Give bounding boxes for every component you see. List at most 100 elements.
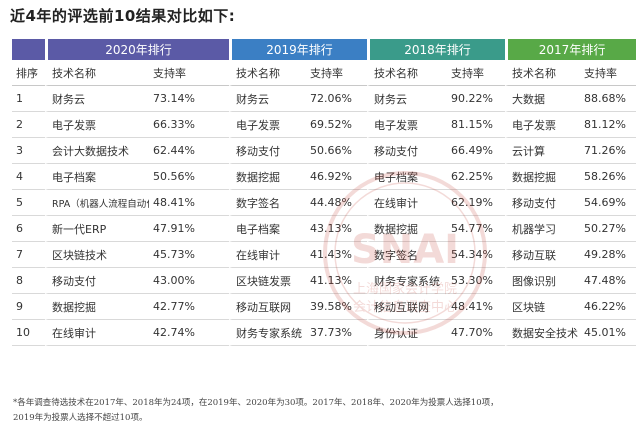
table-row: 10 在线审计 42.74% 财务专家系统 37.73% 身份认证 47.70% 数据安全技术… — [12, 320, 637, 346]
page-title: 近4年的评选前10结果对比如下: — [10, 7, 236, 25]
support-rate-cell-2020: 42.77% — [149, 294, 230, 320]
support-rate-cell-2018: 47.70% — [447, 320, 506, 346]
tech-name-cell-2020: 会计大数据技术 — [45, 138, 149, 164]
support-rate-cell-2018: 53.30% — [447, 268, 506, 294]
support-rate-cell-2017: 81.12% — [580, 112, 637, 138]
tech-name-cell-2017: 机器学习 — [505, 216, 581, 242]
tech-column-header-2017: 技术名称 — [505, 60, 581, 86]
rate-column-header-2020: 支持率 — [149, 60, 230, 86]
tech-column-header-2018: 技术名称 — [367, 60, 448, 86]
tech-name-cell-2018: 数字签名 — [367, 242, 448, 268]
group-2018-header: 2018年排行 — [367, 39, 506, 60]
tech-name-cell-2019: 财务专家系统 — [229, 320, 307, 346]
rank-cell: 6 — [12, 216, 45, 242]
table-row: 4 电子档案 50.56% 数据挖掘 46.92% 电子档案 62.25% 数据挖掘 58.26… — [12, 164, 637, 190]
support-rate-cell-2019: 50.66% — [306, 138, 368, 164]
support-rate-cell-2017: 49.28% — [580, 242, 637, 268]
tech-name-cell-2019: 财务云 — [229, 86, 307, 112]
support-rate-cell-2020: 73.14% — [149, 86, 230, 112]
group-2017-header: 2017年排行 — [505, 39, 637, 60]
tech-name-cell-2019: 数字签名 — [229, 190, 307, 216]
support-rate-cell-2017: 45.01% — [580, 320, 637, 346]
tech-name-cell-2019: 移动支付 — [229, 138, 307, 164]
tech-name-cell-2018: 电子档案 — [367, 164, 448, 190]
support-rate-cell-2017: 46.22% — [580, 294, 637, 320]
tech-name-cell-2018: 财务专家系统 — [367, 268, 448, 294]
group-2019-header: 2019年排行 — [229, 39, 368, 60]
table-row: 5RPA（机器人流程自动化）48.41%数字签名44.48%在线审计62.19%… — [12, 190, 637, 216]
support-rate-cell-2020: 66.33% — [149, 112, 230, 138]
tech-column-header-2020: 技术名称 — [45, 60, 149, 86]
tech-name-cell-2018: 移动支付 — [367, 138, 448, 164]
support-rate-cell-2020: 43.00% — [149, 268, 230, 294]
table-row: 3 会计大数据技术 62.44% 移动支付 50.66% 移动支付 66.49% 云计算 71.… — [12, 138, 637, 164]
tech-name-cell-2019: 在线审计 — [229, 242, 307, 268]
rate-column-header-2019: 支持率 — [306, 60, 368, 86]
support-rate-cell-2020: 45.73% — [149, 242, 230, 268]
rank-cell: 4 — [12, 164, 45, 190]
tech-name-cell-2017: 数据挖掘 — [505, 164, 581, 190]
support-rate-cell-2017: 47.48% — [580, 268, 637, 294]
tech-name-cell-2017: 移动支付 — [505, 190, 581, 216]
support-rate-cell-2017: 50.27% — [580, 216, 637, 242]
tech-name-cell-2017: 云计算 — [505, 138, 581, 164]
support-rate-cell-2018: 81.15% — [447, 112, 506, 138]
support-rate-cell-2020: 42.74% — [149, 320, 230, 346]
tech-name-cell-2018: 在线审计 — [367, 190, 448, 216]
support-rate-cell-2020: 47.91% — [149, 216, 230, 242]
column-header-row: 排序 技术名称 支持率 技术名称 支持率 技术名称 支持率 技术名称 支持率 — [12, 60, 637, 86]
tech-name-cell-2018: 财务云 — [367, 86, 448, 112]
support-rate-cell-2019: 41.43% — [306, 242, 368, 268]
table-row: 8 移动支付 43.00% 区块链发票 41.13% 财务专家系统 53.30% 图像识别 47… — [12, 268, 637, 294]
rate-column-header-2017: 支持率 — [580, 60, 637, 86]
support-rate-cell-2019: 69.52% — [306, 112, 368, 138]
tech-name-cell-2017: 区块链 — [505, 294, 581, 320]
table-row: 6 新一代ERP 47.91% 电子档案 43.13% 数据挖掘 54.77% 机器学习 50.… — [12, 216, 637, 242]
support-rate-cell-2019: 37.73% — [306, 320, 368, 346]
tech-name-cell-2019: 移动互联网 — [229, 294, 307, 320]
ranking-table-body: 1 财务云 73.14% 财务云 72.06% 财务云 90.22% 大数据 88.68% 2 电子… — [12, 86, 637, 346]
rank-column-header: 排序 — [12, 60, 45, 86]
tech-column-header-2019: 技术名称 — [229, 60, 307, 86]
tech-name-cell-2017: 图像识别 — [505, 268, 581, 294]
rank-cell: 2 — [12, 112, 45, 138]
tech-name-cell-2018: 数据挖掘 — [367, 216, 448, 242]
tech-name-cell-2019: 电子档案 — [229, 216, 307, 242]
tech-name-cell-2017: 数据安全技术 — [505, 320, 581, 346]
support-rate-cell-2019: 39.58% — [306, 294, 368, 320]
footnote: *各年调查待选技术在2017年、2018年为24项，在2019年、2020年为3… — [13, 396, 633, 426]
rate-column-header-2018: 支持率 — [447, 60, 506, 86]
support-rate-cell-2017: 88.68% — [580, 86, 637, 112]
tech-name-cell-2017: 大数据 — [505, 86, 581, 112]
support-rate-cell-2018: 54.34% — [447, 242, 506, 268]
table-row: 9 数据挖掘 42.77% 移动互联网 39.58% 移动互联网 48.41% 区块链 46.2… — [12, 294, 637, 320]
table-row: 1 财务云 73.14% 财务云 72.06% 财务云 90.22% 大数据 88.68% — [12, 86, 637, 112]
footnote-line-1: *各年调查待选技术在2017年、2018年为24项，在2019年、2020年为3… — [13, 398, 499, 408]
tech-name-cell-2020: 新一代ERP — [45, 216, 149, 242]
support-rate-cell-2017: 71.26% — [580, 138, 637, 164]
tech-name-cell-2020: 移动支付 — [45, 268, 149, 294]
rank-group-cell — [12, 39, 45, 60]
support-rate-cell-2018: 62.19% — [447, 190, 506, 216]
rank-cell: 9 — [12, 294, 45, 320]
support-rate-cell-2019: 43.13% — [306, 216, 368, 242]
tech-name-cell-2020: 数据挖掘 — [45, 294, 149, 320]
ranking-table: 2020年排行 2019年排行 2018年排行 2017年排行 排序 技术名称 … — [12, 39, 637, 346]
table-row: 2 电子发票 66.33% 电子发票 69.52% 电子发票 81.15% 电子发票 81.12… — [12, 112, 637, 138]
support-rate-cell-2017: 54.69% — [580, 190, 637, 216]
year-group-header-row: 2020年排行 2019年排行 2018年排行 2017年排行 — [12, 39, 637, 60]
tech-name-cell-2019: 电子发票 — [229, 112, 307, 138]
tech-name-cell-2020: 财务云 — [45, 86, 149, 112]
tech-name-cell-2020: 电子发票 — [45, 112, 149, 138]
table-row: 7 区块链技术 45.73% 在线审计 41.43% 数字签名 54.34% 移动互联 49.2… — [12, 242, 637, 268]
tech-name-cell-2020: 电子档案 — [45, 164, 149, 190]
rank-cell: 1 — [12, 86, 45, 112]
support-rate-cell-2019: 41.13% — [306, 268, 368, 294]
footnote-line-2: 2019年为投票人选择不超过10项。 — [13, 413, 148, 423]
support-rate-cell-2020: 62.44% — [149, 138, 230, 164]
support-rate-cell-2019: 44.48% — [306, 190, 368, 216]
rank-cell: 7 — [12, 242, 45, 268]
tech-name-cell-2020: 在线审计 — [45, 320, 149, 346]
support-rate-cell-2018: 90.22% — [447, 86, 506, 112]
rank-cell: 5 — [12, 190, 45, 216]
